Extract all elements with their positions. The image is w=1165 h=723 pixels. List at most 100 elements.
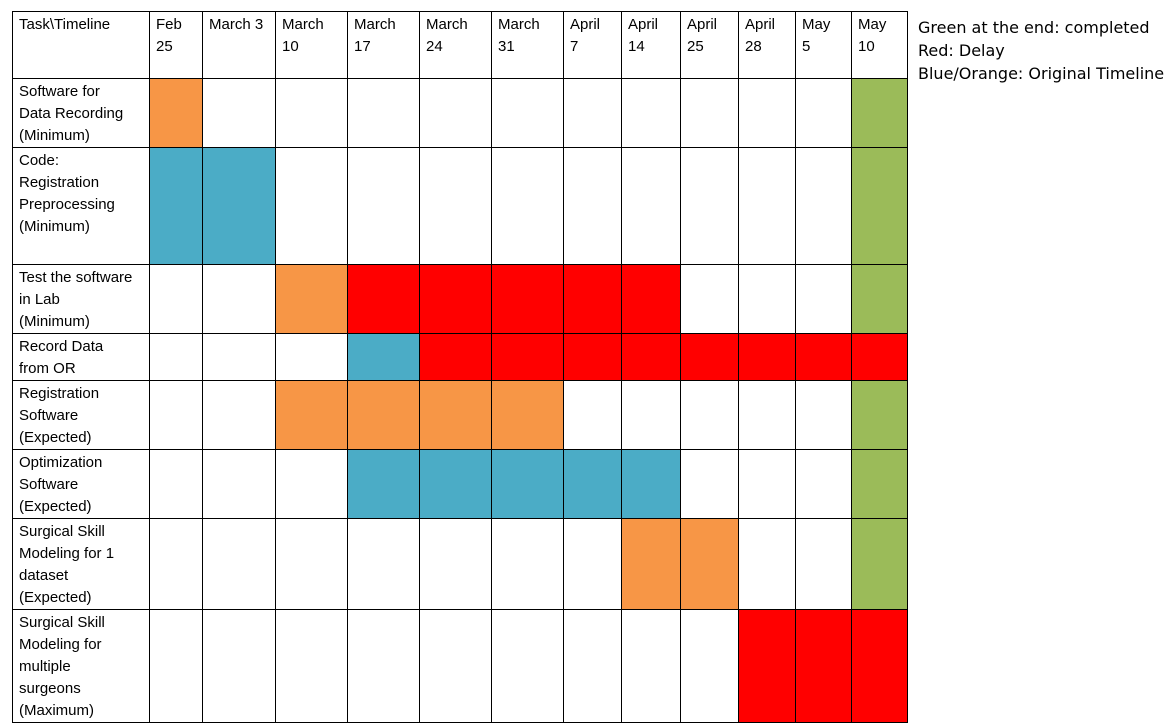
timeline-cell-green	[851, 449, 908, 519]
timeline-cell-orange	[149, 78, 203, 148]
timeline-cell-none	[621, 78, 681, 148]
column-header-0: Feb 25	[149, 11, 203, 79]
timeline-cell-red	[621, 264, 681, 334]
timeline-cell-none	[149, 333, 203, 381]
timeline-cell-none	[795, 264, 852, 334]
task-label: Record Data from OR	[12, 333, 150, 381]
timeline-cell-red	[738, 333, 796, 381]
column-header-10: May 5	[795, 11, 852, 79]
timeline-cell-none	[621, 380, 681, 450]
timeline-cell-none	[202, 609, 276, 723]
timeline-cell-red	[621, 333, 681, 381]
timeline-cell-red	[347, 264, 420, 334]
timeline-cell-green	[851, 518, 908, 610]
column-header-11: May 10	[851, 11, 908, 79]
timeline-cell-none	[563, 78, 622, 148]
timeline-cell-red	[795, 609, 852, 723]
task-label: Optimization Software (Expected)	[12, 449, 150, 519]
timeline-cell-none	[680, 609, 739, 723]
timeline-cell-orange	[347, 380, 420, 450]
timeline-cell-none	[738, 147, 796, 265]
task-row: Software for Data Recording (Minimum)	[12, 78, 908, 148]
timeline-table: Task\Timeline Feb 25 March 3 March 10 March…	[12, 11, 908, 723]
task-row: Registration Software (Expected)	[12, 380, 908, 450]
timeline-cell-none	[419, 609, 492, 723]
task-row: Code: Registration Preprocessing (Minimu…	[12, 147, 908, 265]
timeline-cell-none	[738, 449, 796, 519]
timeline-cell-none	[419, 518, 492, 610]
timeline-cell-none	[795, 518, 852, 610]
column-header-9: April 28	[738, 11, 796, 79]
task-row: Record Data from OR	[12, 333, 908, 381]
column-header-3: March 17	[347, 11, 420, 79]
timeline-cell-none	[347, 147, 420, 265]
column-header-8: April 25	[680, 11, 739, 79]
task-label: Test the software in Lab (Minimum)	[12, 264, 150, 334]
timeline-cell-red	[491, 264, 564, 334]
timeline-cell-none	[680, 264, 739, 334]
legend: Green at the end: completed Red: Delay B…	[918, 16, 1164, 85]
timeline-cell-red	[680, 333, 739, 381]
timeline-cell-blue	[621, 449, 681, 519]
timeline-cell-none	[738, 380, 796, 450]
column-header-5: March 31	[491, 11, 564, 79]
task-label: Surgical Skill Modeling for 1 dataset (E…	[12, 518, 150, 610]
task-label: Code: Registration Preprocessing (Minimu…	[12, 147, 150, 265]
timeline-cell-green	[851, 78, 908, 148]
timeline-cell-blue	[149, 147, 203, 265]
timeline-cell-none	[680, 78, 739, 148]
timeline-cell-green	[851, 380, 908, 450]
task-label: Surgical Skill Modeling for multiple sur…	[12, 609, 150, 723]
timeline-cell-none	[275, 333, 348, 381]
timeline-cell-none	[491, 609, 564, 723]
timeline-cell-red	[795, 333, 852, 381]
timeline-cell-none	[149, 609, 203, 723]
timeline-cell-none	[202, 78, 276, 148]
timeline-cell-none	[621, 147, 681, 265]
timeline-cell-orange	[680, 518, 739, 610]
timeline-cell-red	[851, 609, 908, 723]
timeline-cell-none	[275, 518, 348, 610]
timeline-cell-none	[795, 78, 852, 148]
timeline-cell-none	[491, 78, 564, 148]
timeline-cell-orange	[275, 264, 348, 334]
timeline-cell-blue	[202, 147, 276, 265]
column-header-4: March 24	[419, 11, 492, 79]
legend-delay: Red: Delay	[918, 41, 1005, 60]
timeline-cell-none	[347, 609, 420, 723]
timeline-cell-none	[795, 147, 852, 265]
timeline-cell-blue	[347, 449, 420, 519]
header-row: Task\Timeline Feb 25 March 3 March 10 March…	[12, 11, 908, 79]
task-row: Test the software in Lab (Minimum)	[12, 264, 908, 334]
timeline-cell-none	[202, 333, 276, 381]
timeline-cell-orange	[491, 380, 564, 450]
timeline-cell-red	[563, 333, 622, 381]
timeline-cell-none	[419, 78, 492, 148]
timeline-cell-blue	[491, 449, 564, 519]
timeline-cell-none	[347, 518, 420, 610]
timeline-cell-none	[563, 147, 622, 265]
timeline-cell-blue	[419, 449, 492, 519]
timeline-cell-none	[491, 518, 564, 610]
timeline-cell-red	[851, 333, 908, 381]
timeline-cell-red	[491, 333, 564, 381]
column-header-2: March 10	[275, 11, 348, 79]
timeline-cell-blue	[563, 449, 622, 519]
timeline-cell-none	[738, 264, 796, 334]
timeline-cell-none	[621, 609, 681, 723]
timeline-cell-red	[563, 264, 622, 334]
timeline-cell-none	[491, 147, 564, 265]
timeline-cell-orange	[621, 518, 681, 610]
corner-header: Task\Timeline	[12, 11, 150, 79]
timeline-cell-none	[680, 147, 739, 265]
timeline-cell-red	[738, 609, 796, 723]
timeline-cell-none	[202, 264, 276, 334]
timeline-cell-orange	[419, 380, 492, 450]
task-label: Software for Data Recording (Minimum)	[12, 78, 150, 148]
timeline-cell-none	[149, 518, 203, 610]
timeline-cell-none	[149, 264, 203, 334]
timeline-cell-none	[149, 449, 203, 519]
timeline-cell-green	[851, 264, 908, 334]
timeline-cell-none	[738, 78, 796, 148]
column-header-7: April 14	[621, 11, 681, 79]
